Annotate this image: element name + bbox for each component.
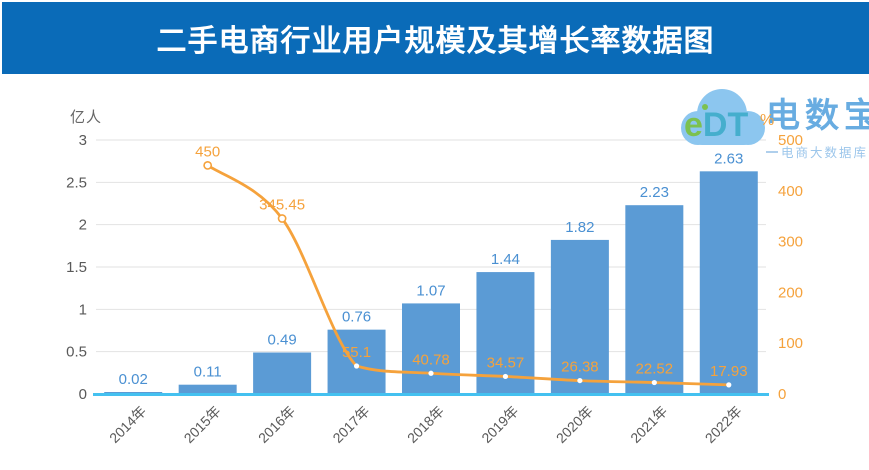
line-point — [203, 160, 213, 170]
bar-2016 — [253, 352, 312, 394]
line-point — [651, 379, 657, 386]
bar-value-label: 1.44 — [491, 251, 520, 268]
left-axis-tick: 2.5 — [66, 174, 87, 191]
line-point — [277, 214, 287, 223]
bar-value-label: 1.07 — [416, 282, 445, 299]
line-value-label: 55.1 — [342, 344, 371, 361]
x-axis-label: 2018年 — [404, 403, 447, 446]
x-axis-label: 2017年 — [329, 403, 372, 446]
left-axis-tick: 0.5 — [66, 344, 87, 361]
line-value-label: 345.45 — [259, 197, 305, 214]
bar-2015 — [178, 384, 237, 394]
bar-2020 — [550, 239, 609, 394]
line-value-label: 40.78 — [412, 351, 450, 368]
line-point — [502, 373, 509, 380]
left-axis-unit-label: 亿人 — [70, 109, 102, 126]
bar-value-label: 0.49 — [268, 332, 297, 349]
x-axis-label: 2019年 — [478, 403, 521, 446]
bar-value-label: 0.02 — [119, 371, 148, 388]
cloud-icon — [681, 89, 765, 145]
line-value-label: 17.93 — [710, 363, 748, 380]
logo-subtitle-text: 电商大数据库 — [781, 146, 869, 160]
x-axis-label: 2015年 — [181, 403, 224, 446]
bar-value-label: 2.63 — [714, 150, 743, 167]
logo-mark: eDT — [684, 108, 748, 142]
x-axis-label: 2020年 — [553, 403, 596, 446]
x-axis-label: 2014年 — [106, 403, 149, 446]
logo-letter-e: e — [684, 106, 703, 144]
x-axis-label: 2016年 — [255, 403, 298, 446]
left-axis-tick: 0 — [79, 386, 87, 403]
left-axis-tick: 1 — [79, 301, 87, 318]
bar-2022 — [699, 171, 758, 394]
logo-subtitle: 电商大数据库 — [766, 142, 868, 161]
edt-logo: eDT 电数宝 电商大数据库 — [672, 84, 869, 164]
line-value-label: 22.52 — [636, 361, 674, 378]
line-point — [428, 370, 434, 376]
x-axis-label: 2022年 — [702, 403, 745, 446]
left-axis-tick: 3 — [79, 132, 87, 149]
bar-value-label: 1.82 — [565, 219, 594, 236]
bar-value-label: 2.23 — [640, 184, 669, 201]
chart-title: 二手电商行业用户规模及其增长率数据图 — [156, 25, 715, 58]
x-axis-line — [93, 393, 769, 396]
line-point — [353, 363, 360, 369]
growth-rate-line — [206, 164, 731, 387]
bar-2017 — [327, 329, 386, 394]
line-value-label: 26.38 — [561, 359, 599, 376]
line-value-label: 450 — [195, 143, 220, 160]
logo-letters-dt: DT — [702, 106, 749, 144]
title-banner: 二手电商行业用户规模及其增长率数据图 — [2, 2, 869, 74]
bar-2018 — [402, 303, 460, 394]
line-value-label: 34.57 — [487, 354, 525, 371]
line-point — [726, 382, 732, 388]
bar-2021 — [625, 205, 684, 394]
bar-value-label: 0.11 — [194, 364, 222, 381]
logo-name: 电数宝 — [766, 97, 869, 135]
logo-dot-icon — [702, 104, 708, 110]
left-axis-tick: 2 — [79, 217, 87, 234]
bar-value-label: 0.76 — [342, 309, 371, 326]
left-axis-tick: 1.5 — [66, 259, 87, 276]
x-axis-label: 2021年 — [627, 403, 670, 446]
bar-2019 — [476, 272, 535, 394]
line-point — [577, 377, 583, 384]
logo-subtitle-dash — [766, 150, 778, 153]
